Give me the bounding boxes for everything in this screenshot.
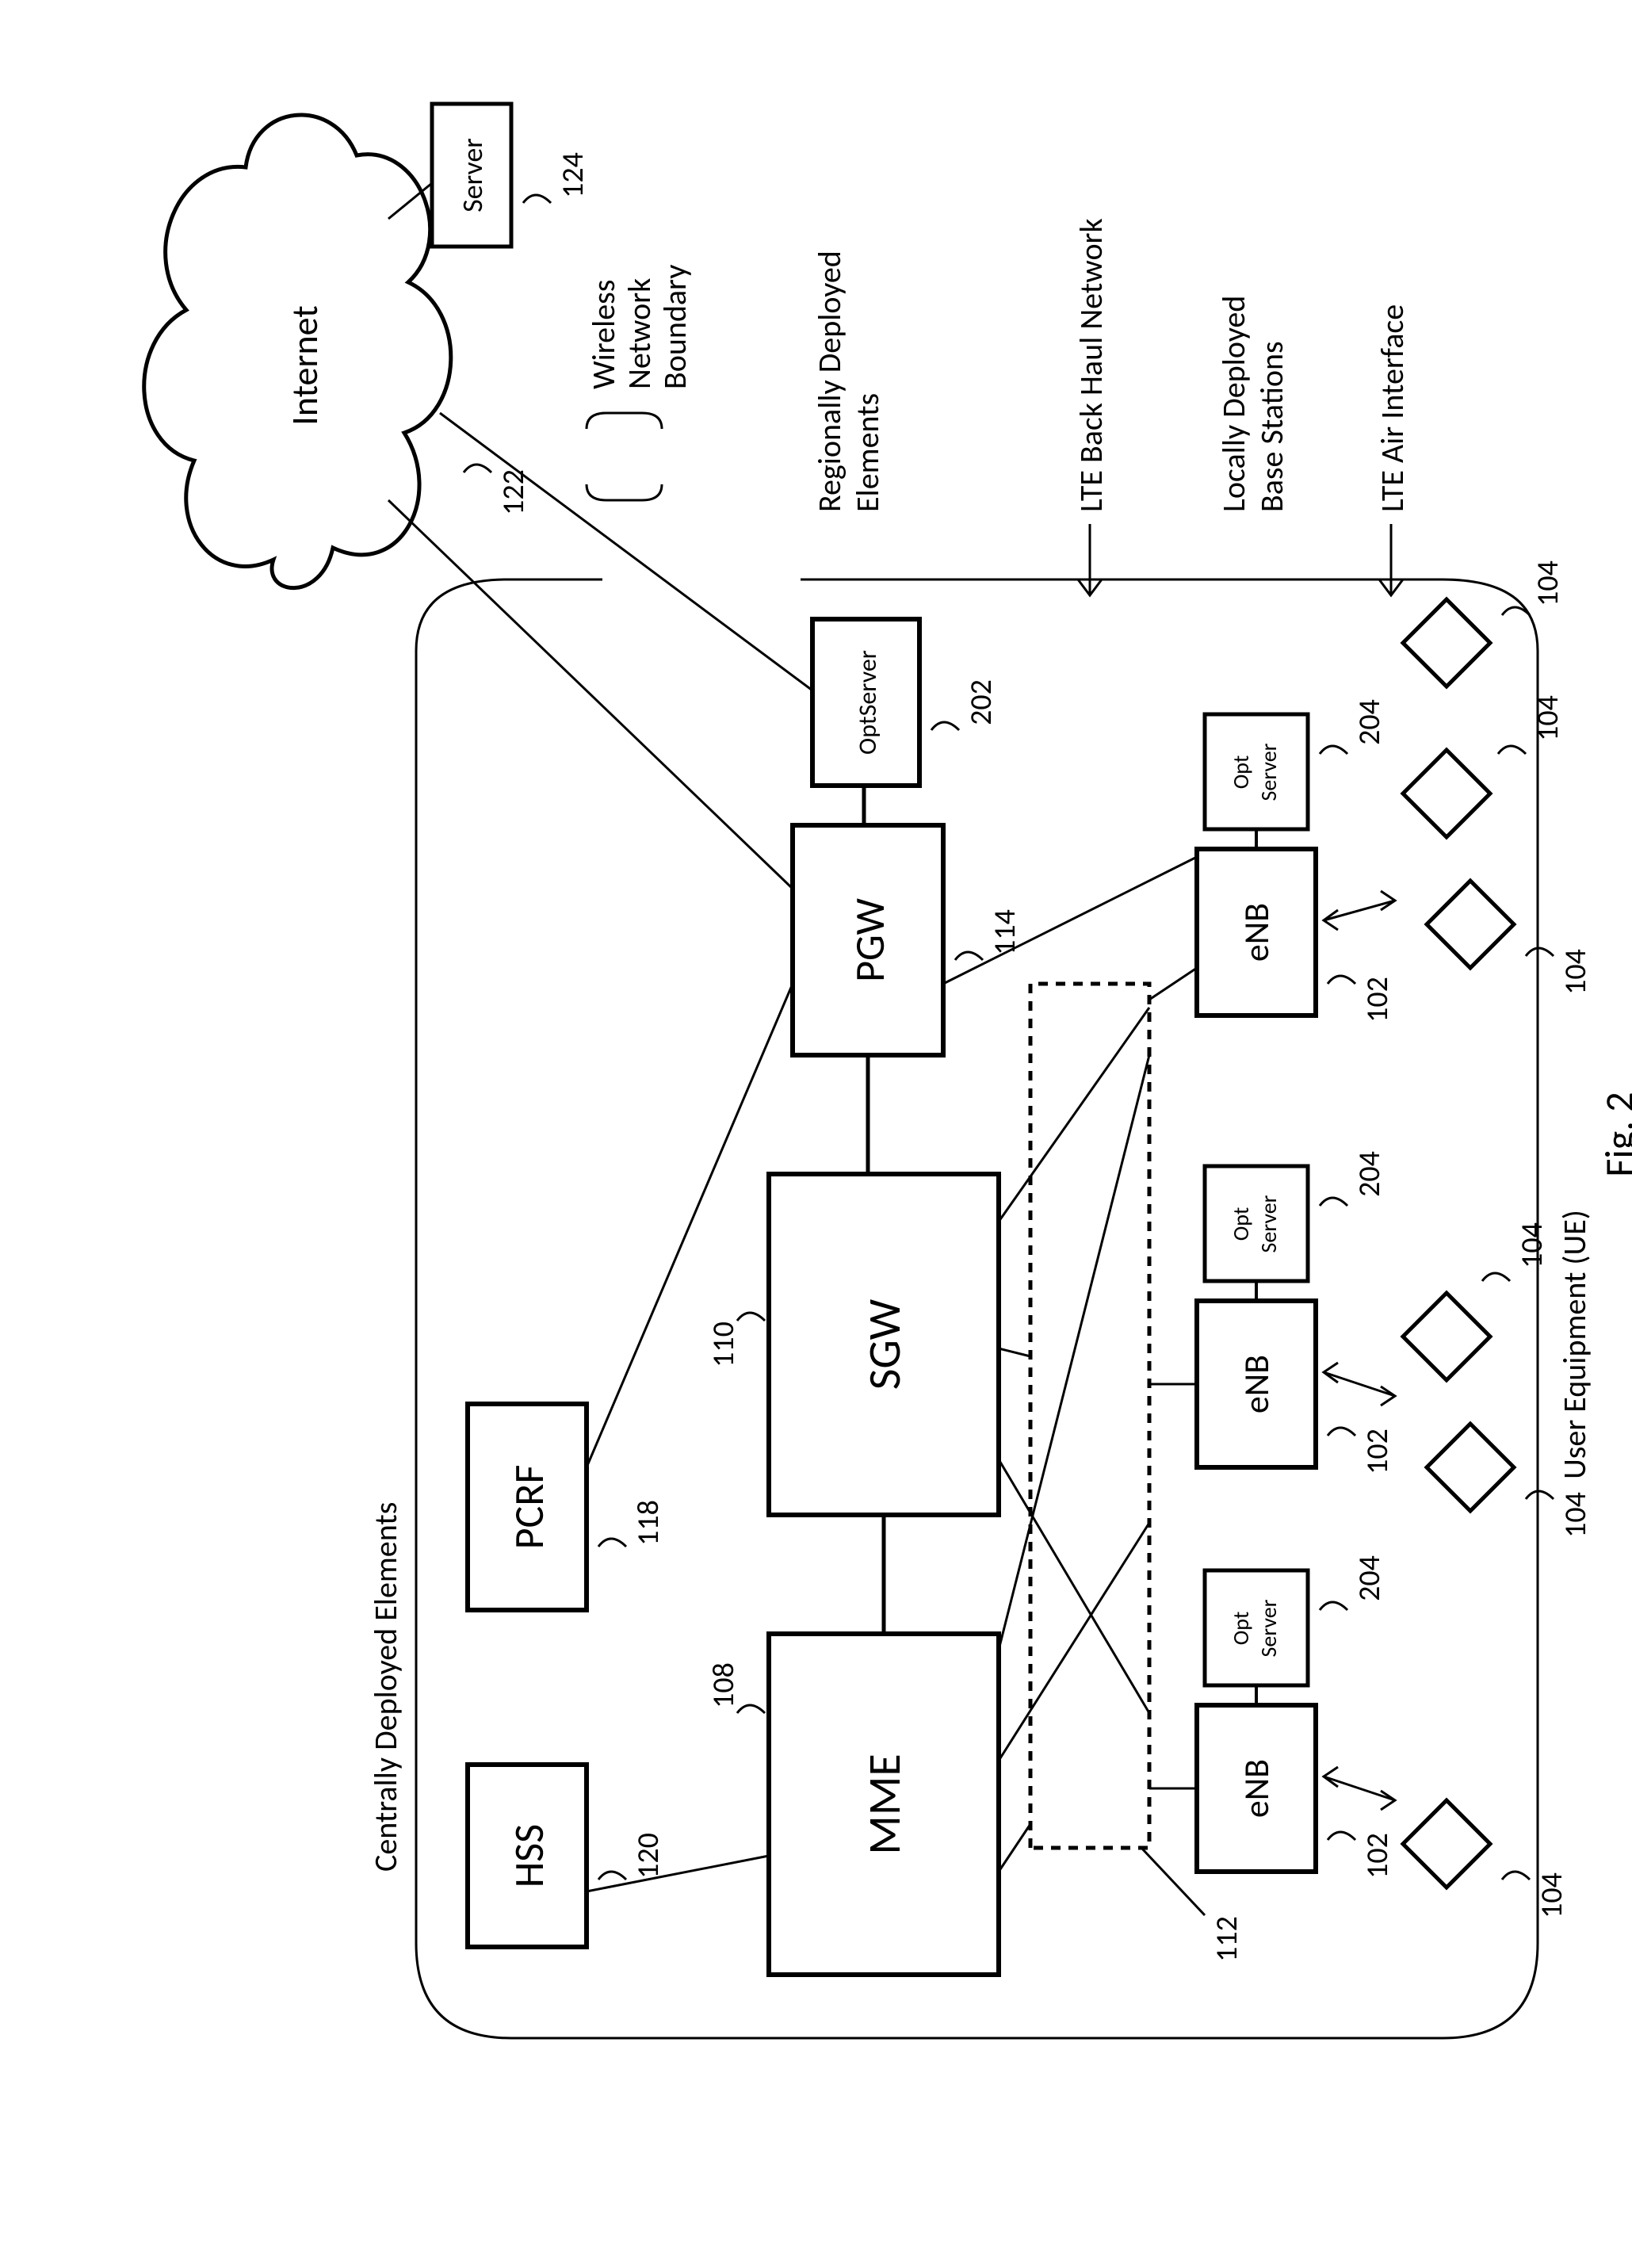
mme-label: MME [856, 1754, 912, 1855]
optserver-regional-label: OptServer [852, 650, 883, 755]
enb-label-2: eNB [1235, 1355, 1278, 1413]
server-label: Server [455, 138, 490, 212]
pcrf-label: PCRF [503, 1465, 554, 1550]
ue-diamond-6 [1403, 599, 1490, 687]
ref-112: 112 [1209, 1916, 1245, 1962]
ref-104-6: 104 [1530, 560, 1566, 606]
ue-diamond-5 [1403, 750, 1490, 837]
optserver-local-2-l2: Server [1255, 1195, 1282, 1253]
enb-label-3: eNB [1235, 903, 1278, 962]
label-locally-deployed-2: Base Stations [1252, 341, 1291, 512]
ref-104-3: 104 [1514, 1222, 1550, 1268]
ref-102-2: 102 [1359, 1428, 1396, 1474]
ue-diamond-4 [1427, 881, 1514, 968]
label-ue: User Equipment (UE) [1555, 1210, 1594, 1479]
ref-124: 124 [555, 152, 591, 198]
air-arrow-2 [1324, 1363, 1395, 1406]
figure-label: Fig. 2 [1596, 1092, 1632, 1176]
sgw-label: SGW [856, 1298, 912, 1390]
label-lte-air: LTE Air Interface [1373, 304, 1412, 512]
label-regionally-deployed-2: Elements [848, 393, 887, 512]
ue-diamond-2 [1427, 1424, 1514, 1511]
optserver-local-1-l1: Opt [1227, 1612, 1255, 1646]
ue-diamond-3 [1403, 1293, 1490, 1380]
air-arrow-3 [1324, 891, 1395, 930]
ref-110: 110 [705, 1321, 742, 1367]
air-arrow-1 [1324, 1767, 1395, 1810]
lte-backhaul-box [1030, 984, 1149, 1848]
optserver-local-1-l2: Server [1255, 1599, 1282, 1657]
ref-104-5: 104 [1530, 695, 1566, 741]
label-regionally-deployed-1: Regionally Deployed [810, 251, 849, 512]
ue-diamond-1 [1403, 1800, 1490, 1887]
ref-104-2: 104 [1557, 1492, 1594, 1538]
label-wireless-1: Wireless [584, 280, 623, 389]
pgw-label: PGW [844, 898, 895, 982]
label-wireless-3: Boundary [655, 265, 694, 389]
ref-102-1: 102 [1359, 1833, 1396, 1879]
label-centrally-deployed: Centrally Deployed Elements [366, 1502, 405, 1872]
ref-102-3: 102 [1359, 977, 1396, 1023]
hss-label: HSS [503, 1824, 554, 1887]
ref-204-2: 204 [1351, 1151, 1388, 1197]
ref-104-1: 104 [1534, 1872, 1570, 1918]
optserver-local-2-l1: Opt [1227, 1207, 1255, 1241]
optserver-local-3-l1: Opt [1227, 755, 1255, 790]
ref-108: 108 [705, 1662, 742, 1708]
optserver-local-3-l2: Server [1255, 743, 1282, 801]
enb-label-1: eNB [1235, 1759, 1278, 1818]
ref-204-1: 204 [1351, 1555, 1388, 1601]
internet-label: Internet [283, 305, 327, 425]
ref-114: 114 [987, 909, 1023, 955]
ref-118: 118 [630, 1500, 667, 1546]
ref-202: 202 [963, 679, 999, 725]
label-wireless-2: Network [620, 278, 659, 389]
label-locally-deployed-1: Locally Deployed [1214, 296, 1253, 512]
ref-120: 120 [630, 1833, 667, 1879]
label-lte-backhaul: LTE Back Haul Network [1072, 218, 1110, 512]
ref-204-3: 204 [1351, 699, 1388, 745]
ref-104-4: 104 [1557, 949, 1594, 995]
